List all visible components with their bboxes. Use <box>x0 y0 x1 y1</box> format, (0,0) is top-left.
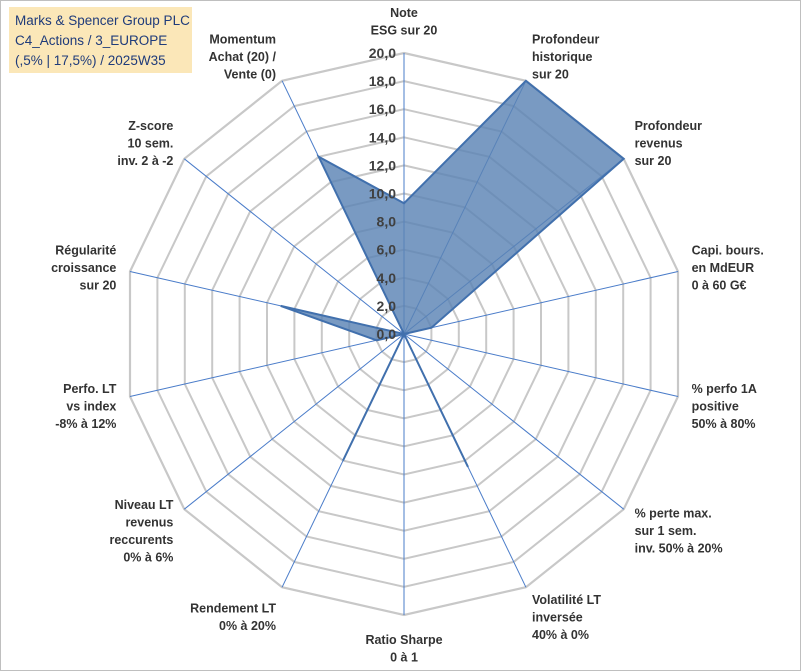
axis-label: Capi. bours. en MdEUR 0 à 60 G€ <box>692 244 764 293</box>
axis-label-line: Profondeur <box>635 119 702 133</box>
axis-label-line: inv. 2 à -2 <box>117 154 173 168</box>
title-line-parameters: (,5% | 17,5%) / 2025W35 <box>15 51 186 71</box>
axis-label-line: sur 20 <box>635 154 672 168</box>
axis-label-line: inv. 50% à 20% <box>635 542 723 556</box>
axis-label-line: vs index <box>66 400 116 414</box>
tick-label: 0,0 <box>377 326 397 342</box>
axis-label-line: Profondeur <box>532 33 599 47</box>
axis-label-line: revenus <box>635 136 683 150</box>
axis-label: % perfo 1A positive 50% à 80% <box>692 382 757 431</box>
axis-label-line: ESG sur 20 <box>371 24 438 38</box>
tick-label: 6,0 <box>377 242 397 258</box>
axis-label-line: Régularité <box>55 244 116 258</box>
radar-series <box>281 81 624 467</box>
axis-label-line: Vente (0) <box>224 68 276 82</box>
tick-label: 10,0 <box>369 186 396 202</box>
tick-label: 14,0 <box>369 129 396 145</box>
axis-label: Ratio Sharpe 0 à 1 <box>365 633 442 665</box>
title-line-company: Marks & Spencer Group PLC <box>15 11 186 31</box>
title-line-category: C4_Actions / 3_EUROPE <box>15 31 186 51</box>
axis-label-line: inversée <box>532 611 583 625</box>
axis-label-line: % perte max. <box>635 507 712 521</box>
axis-label: Niveau LT revenus reccurents 0% à 6% <box>109 498 173 565</box>
radial-tick-labels: 0,0 2,0 4,0 6,0 8,0 10,0 12,0 14,0 16,0 18,0 20,0 <box>369 45 396 342</box>
axis-label-line: % perfo 1A <box>692 382 757 396</box>
axis-label-line: revenus <box>125 515 173 529</box>
axis-label-line: Niveau LT <box>115 498 174 512</box>
axis-label-line: -8% à 12% <box>55 417 116 431</box>
axis-label: Momentum Achat (20) / Vente (0) <box>209 33 277 82</box>
axis-label-line: sur 20 <box>80 279 117 293</box>
axis-label-line: 50% à 80% <box>692 417 756 431</box>
axis-label-line: 0% à 6% <box>123 550 173 564</box>
axis-label-line: sur 1 sem. <box>635 524 697 538</box>
axis-label-line: Capi. bours. <box>692 244 764 258</box>
axis-label-line: Momentum <box>209 33 276 47</box>
axis-label-line: Perfo. LT <box>63 382 117 396</box>
axis-label-line: 10 sem. <box>128 136 174 150</box>
axis-label-line: 40% à 0% <box>532 628 589 642</box>
axis-label-line: historique <box>532 50 592 64</box>
axis-label-line: sur 20 <box>532 68 569 82</box>
axis-label-line: Ratio Sharpe <box>365 633 442 647</box>
tick-label: 18,0 <box>369 73 396 89</box>
tick-label: 16,0 <box>369 101 396 117</box>
axis-label: Profondeur revenus sur 20 <box>635 119 702 168</box>
tick-label: 20,0 <box>369 45 396 61</box>
axis-label-line: 0 à 1 <box>390 651 418 665</box>
axis-label: Z-score 10 sem. inv. 2 à -2 <box>117 119 173 168</box>
tick-label: 4,0 <box>377 270 397 286</box>
tick-label: 8,0 <box>377 214 397 230</box>
axis-label-line: Note <box>390 6 418 20</box>
axis-label-line: 0% à 20% <box>219 619 276 633</box>
axis-label-line: Volatilité LT <box>532 593 601 607</box>
axis-label: Volatilité LT inversée 40% à 0% <box>532 593 601 642</box>
axis-label-line: positive <box>692 400 739 414</box>
axis-label-line: reccurents <box>109 533 173 547</box>
axis-label-line: Achat (20) / <box>209 50 277 64</box>
axis-label: Rendement LT 0% à 20% <box>190 602 276 634</box>
axis-label: Profondeur historique sur 20 <box>532 33 599 82</box>
axis-label-line: Rendement LT <box>190 602 276 616</box>
chart-title-box: Marks & Spencer Group PLC C4_Actions / 3… <box>9 7 192 73</box>
axis-label: % perte max. sur 1 sem. inv. 50% à 20% <box>635 507 723 556</box>
axis-label: Régularité croissance sur 20 <box>51 244 116 293</box>
axis-label-line: en MdEUR <box>692 261 755 275</box>
axis-label-line: croissance <box>51 261 116 275</box>
tick-label: 2,0 <box>377 298 397 314</box>
series-area <box>281 81 624 467</box>
axis-label-line: 0 à 60 G€ <box>692 279 747 293</box>
tick-label: 12,0 <box>369 157 396 173</box>
axis-label-line: Z-score <box>128 119 173 133</box>
axis-label: Note ESG sur 20 <box>371 6 438 38</box>
axis-label: Perfo. LT vs index -8% à 12% <box>55 382 117 431</box>
